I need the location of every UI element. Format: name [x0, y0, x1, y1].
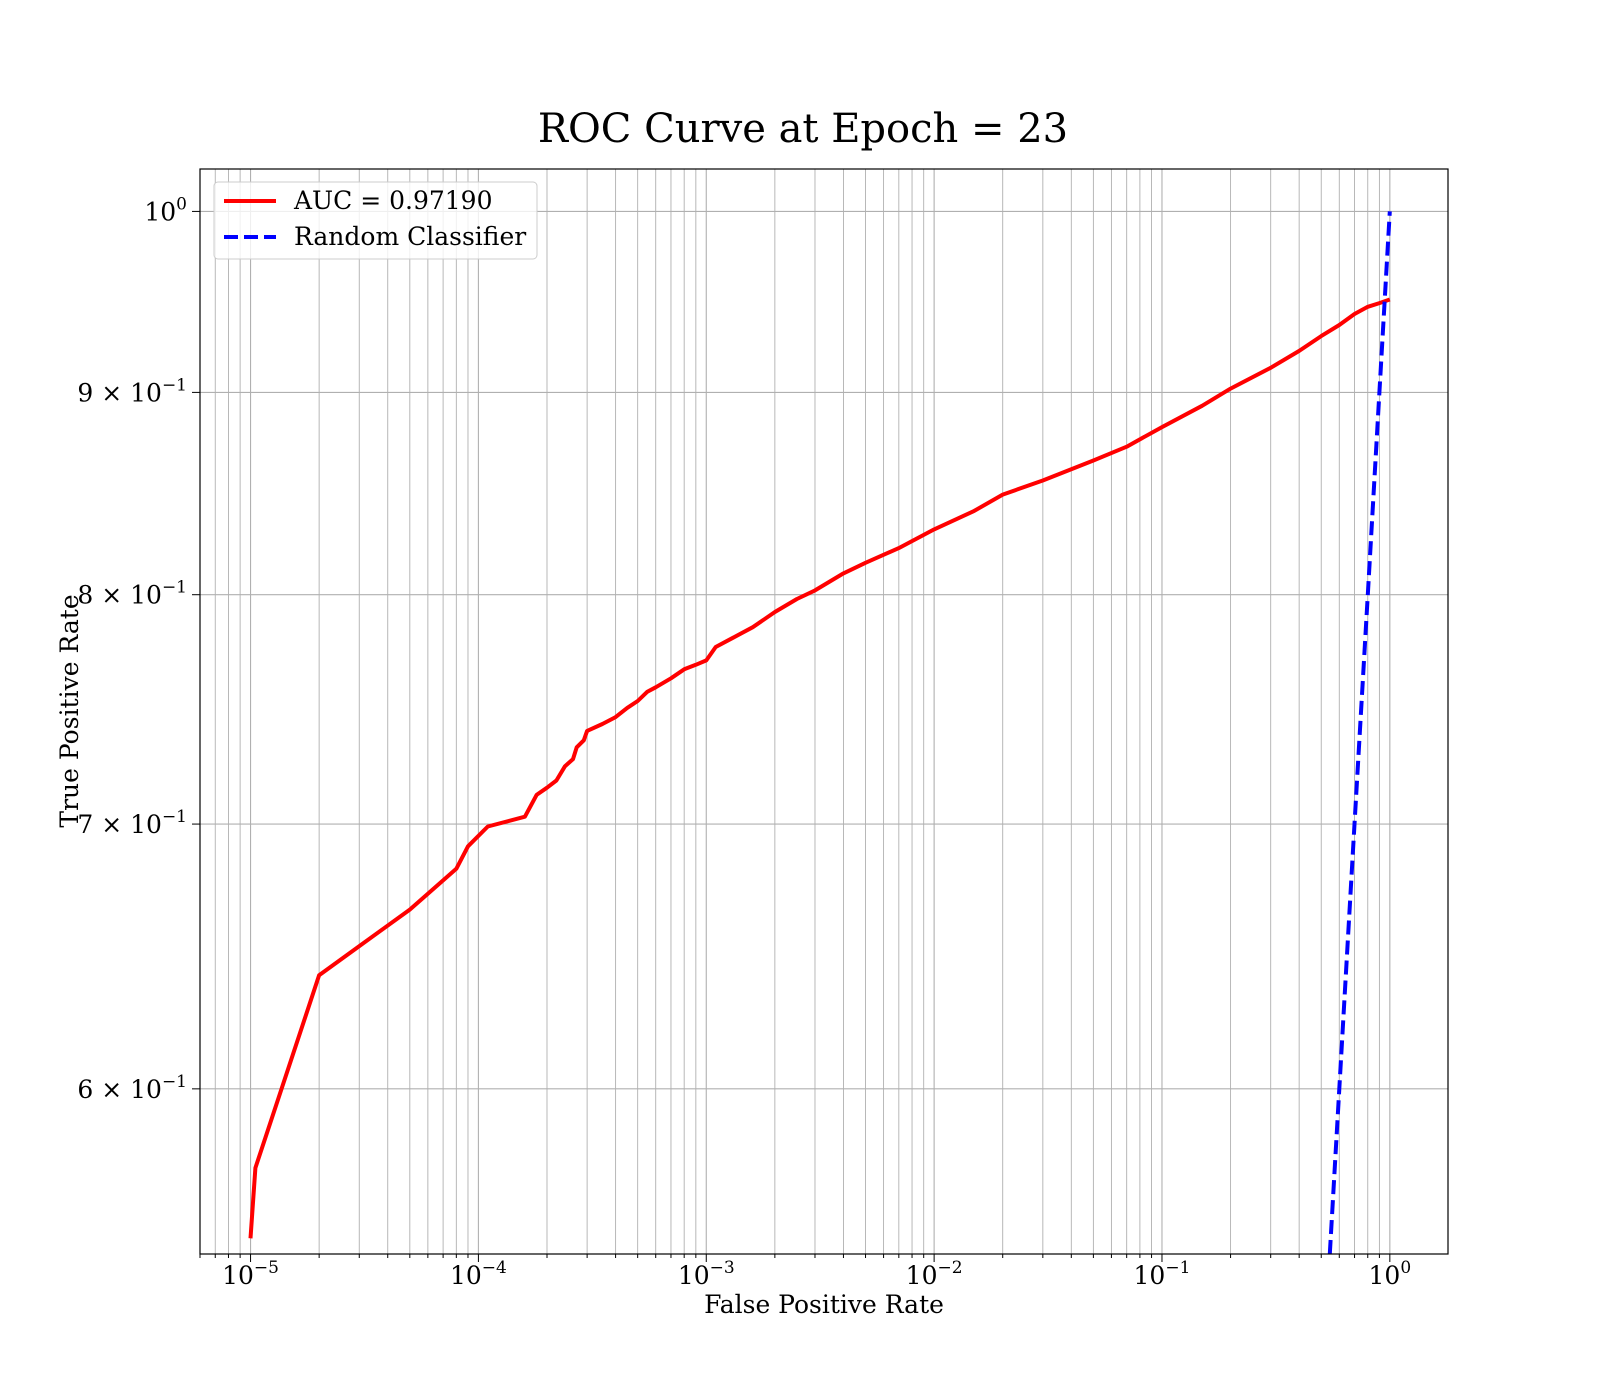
y-tick-labels: 100 9 × 10−1 8 × 10−1 7 × 10−1 6 × 10−1 — [77, 194, 187, 1103]
legend-label-random: Random Classifier — [294, 222, 526, 251]
y-tick-label: 7 × 10−1 — [77, 807, 187, 839]
y-tick-label: 8 × 10−1 — [77, 578, 187, 610]
y-tick-label: 9 × 10−1 — [77, 375, 187, 407]
x-tick-label: 100 — [1369, 1258, 1412, 1290]
legend: AUC = 0.97190 Random Classifier — [213, 181, 538, 260]
plot-frame — [199, 168, 1449, 1255]
x-tick-label: 10−3 — [678, 1258, 735, 1290]
ticks — [192, 210, 1391, 1262]
random-classifier-line — [1327, 211, 1392, 1254]
y-axis-title: True Positive Rate — [55, 594, 84, 827]
x-tick-labels: 10−5 10−4 10−3 10−2 10−1 100 — [222, 1258, 1411, 1290]
x-tick-label: 10−2 — [906, 1258, 963, 1290]
y-tick-label: 100 — [144, 194, 187, 226]
x-tick-label: 10−5 — [222, 1258, 279, 1290]
x-tick-label: 10−4 — [450, 1258, 507, 1290]
roc-curve-line — [248, 297, 1391, 1239]
legend-box — [213, 181, 538, 260]
y-tick-label: 6 × 10−1 — [77, 1072, 187, 1104]
grid — [199, 169, 1448, 1254]
chart-title: ROC Curve at Epoch = 23 — [538, 106, 1068, 152]
legend-label-auc: AUC = 0.97190 — [293, 186, 492, 215]
x-tick-label: 10−1 — [1134, 1258, 1191, 1290]
x-axis-title: False Positive Rate — [704, 1290, 944, 1319]
plot-series — [248, 211, 1392, 1254]
